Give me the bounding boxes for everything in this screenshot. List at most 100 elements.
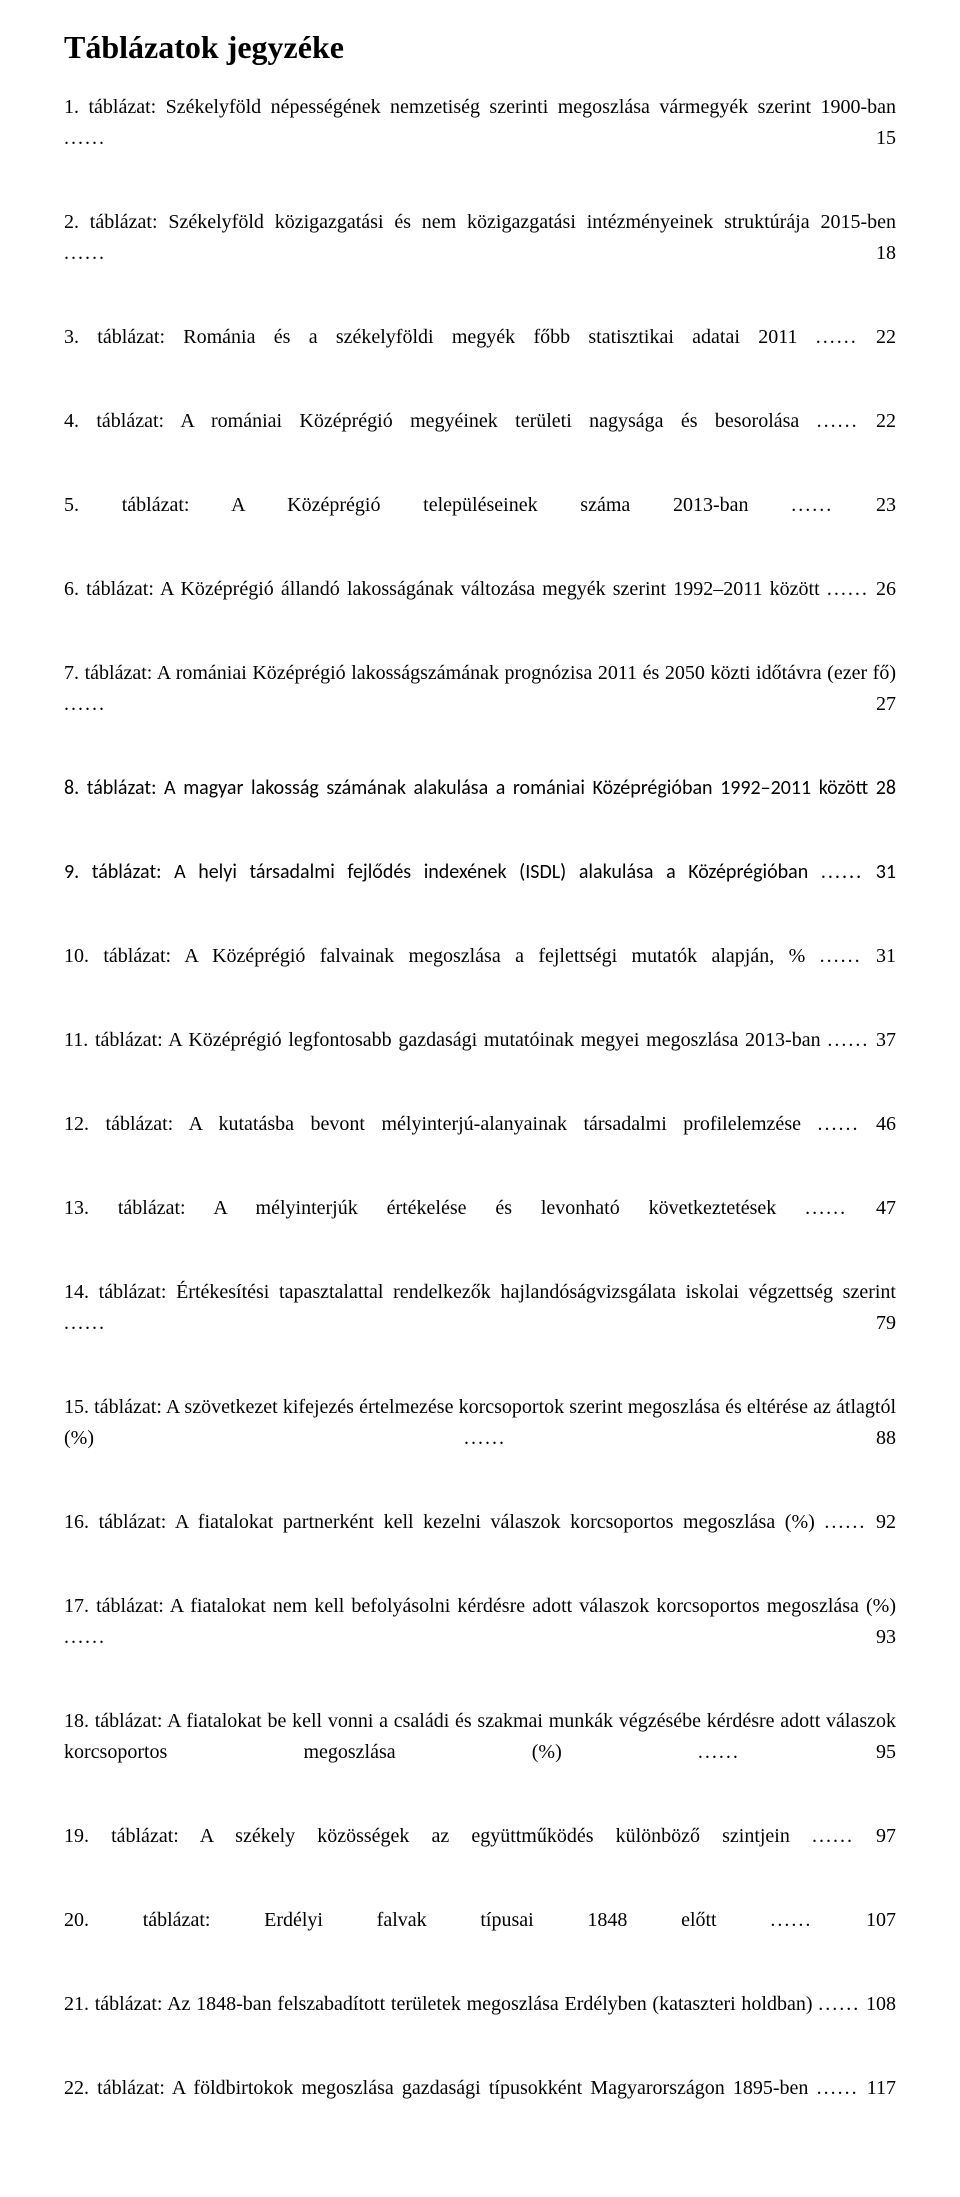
toc-entry-page: 27 <box>876 693 896 715</box>
toc-entry-page: 31 <box>876 860 896 884</box>
dot-leader: ...... <box>812 1825 854 1847</box>
toc-entry-page: 95 <box>876 1741 896 1763</box>
dot-leader: ...... <box>770 1909 812 1931</box>
toc-entry-page: 31 <box>876 945 896 967</box>
toc-entry: 9. táblázat: A helyi társadalmi fejlődés… <box>64 857 896 919</box>
toc-entry: 17. táblázat: A fiatalokat nem kell befo… <box>64 1591 896 1684</box>
toc-entry-label: 2. táblázat: Székelyföld közigazgatási é… <box>64 211 896 233</box>
toc-entry: 8. táblázat: A magyar lakosság számának … <box>64 773 896 835</box>
toc-entry-page: 28 <box>876 776 896 800</box>
toc-entry: 7. táblázat: A romániai Középrégió lakos… <box>64 658 896 751</box>
toc-entry-label: 5. táblázat: A Középrégió településeinek… <box>64 494 749 516</box>
toc-entry-page: 108 <box>866 1993 896 2015</box>
dot-leader: ...... <box>816 326 858 348</box>
toc-entry: 5. táblázat: A Középrégió településeinek… <box>64 490 896 552</box>
toc-entry-page: 88 <box>876 1427 896 1449</box>
toc-entry-label: 14. táblázat: Értékesítési tapasztalatta… <box>64 1281 896 1303</box>
dot-leader: ...... <box>817 2077 859 2099</box>
toc-entry-label: 16. táblázat: A fiatalokat partnerként k… <box>64 1511 815 1533</box>
toc-leader: ...... 22 <box>816 326 896 348</box>
toc-leader: ...... 95 <box>698 1741 896 1763</box>
toc-entry-label: 1. táblázat: Székelyföld népességének ne… <box>64 96 896 118</box>
toc-leader: ...... 88 <box>464 1427 896 1449</box>
dot-leader: ...... <box>64 127 106 149</box>
toc-entry: 15. táblázat: A szövetkezet kifejezés ér… <box>64 1392 896 1485</box>
toc-entry-label: 10. táblázat: A Középrégió falvainak meg… <box>64 945 805 967</box>
dot-leader: ...... <box>827 1029 869 1051</box>
toc-entry: 21. táblázat: Az 1848-ban felszabadított… <box>64 1989 896 2051</box>
dot-leader: ...... <box>820 945 862 967</box>
toc-entry-label: 13. táblázat: A mélyinterjúk értékelése … <box>64 1197 776 1219</box>
toc-entry: 22. táblázat: A földbirtokok megoszlása … <box>64 2073 896 2135</box>
toc-leader: ...... 97 <box>812 1825 896 1847</box>
toc-entry: 13. táblázat: A mélyinterjúk értékelése … <box>64 1193 896 1255</box>
toc-leader: ...... 37 <box>827 1029 896 1051</box>
toc-entry: 11. táblázat: A Középrégió legfontosabb … <box>64 1025 896 1087</box>
dot-leader: ...... <box>818 1113 860 1135</box>
toc-entry-page: 26 <box>876 578 896 600</box>
toc-entry-page: 97 <box>876 1825 896 1847</box>
toc-leader: ...... 46 <box>818 1113 897 1135</box>
toc-entry: 14. táblázat: Értékesítési tapasztalatta… <box>64 1277 896 1370</box>
toc-entry-label: 4. táblázat: A romániai Középrégió megyé… <box>64 410 799 432</box>
toc-entry: 20. táblázat: Erdélyi falvak típusai 184… <box>64 1905 896 1967</box>
toc-leader: ...... 117 <box>817 2077 896 2099</box>
toc-entry-label: 6. táblázat: A Középrégió állandó lakoss… <box>64 578 820 600</box>
toc-entry-page: 93 <box>876 1626 896 1648</box>
dot-leader: ...... <box>824 1511 866 1533</box>
toc-entry: 19. táblázat: A székely közösségek az eg… <box>64 1821 896 1883</box>
dot-leader: ...... <box>64 1312 106 1334</box>
toc-leader: ...... 92 <box>824 1511 896 1533</box>
toc-entry: 6. táblázat: A Középrégió állandó lakoss… <box>64 574 896 636</box>
toc-entry: 4. táblázat: A romániai Középrégió megyé… <box>64 406 896 468</box>
dot-leader: ...... <box>64 242 106 264</box>
toc-entry-label: 19. táblázat: A székely közösségek az eg… <box>64 1825 790 1847</box>
toc-entry-page: 92 <box>876 1511 896 1533</box>
dot-leader: ...... <box>64 1626 106 1648</box>
toc-entry-page: 22 <box>876 326 896 348</box>
toc-entry: 1. táblázat: Székelyföld népességének ne… <box>64 92 896 185</box>
dot-leader: ...... <box>791 494 833 516</box>
toc-leader: ...... 93 <box>64 1626 896 1648</box>
dot-leader: ...... <box>818 1993 860 2015</box>
toc-leader: ...... 15 <box>64 127 896 149</box>
toc-leader: ...... 27 <box>64 693 896 715</box>
toc-entry-page: 117 <box>867 2077 896 2099</box>
dot-leader: ...... <box>805 1197 847 1219</box>
toc-leader: ...... 79 <box>64 1312 896 1334</box>
toc-leader: ...... 31 <box>820 945 896 967</box>
dot-leader: ...... <box>827 578 869 600</box>
toc-entry-page: 37 <box>876 1029 896 1051</box>
dot-leader: ...... <box>64 693 106 715</box>
toc-leader: ...... 108 <box>818 1993 896 2015</box>
page-title: Táblázatok jegyzéke <box>64 28 896 66</box>
toc-leader: ...... 26 <box>827 578 896 600</box>
dot-leader: ...... <box>464 1427 506 1449</box>
toc-entry: 2. táblázat: Székelyföld közigazgatási é… <box>64 207 896 300</box>
toc-leader: ...... 23 <box>791 494 896 516</box>
toc-entry-label: 3. táblázat: Románia és a székelyföldi m… <box>64 326 797 348</box>
toc-leader: ...... 22 <box>817 410 896 432</box>
toc-entry: 18. táblázat: A fiatalokat be kell vonni… <box>64 1706 896 1799</box>
toc-entry-label: 21. táblázat: Az 1848-ban felszabadított… <box>64 1993 813 2015</box>
toc-entry-label: 8. táblázat: A magyar lakosság számának … <box>64 776 868 800</box>
toc-entry-label: 20. táblázat: Erdélyi falvak típusai 184… <box>64 1909 717 1931</box>
toc-entry: 16. táblázat: A fiatalokat partnerként k… <box>64 1507 896 1569</box>
toc-entry-page: 46 <box>876 1113 896 1135</box>
dot-leader: ...... <box>821 860 863 884</box>
toc-entry: 3. táblázat: Románia és a székelyföldi m… <box>64 322 896 384</box>
table-of-tables: 1. táblázat: Székelyföld népességének ne… <box>64 92 896 2135</box>
toc-leader: ...... 107 <box>770 1909 896 1931</box>
toc-entry-label: 12. táblázat: A kutatásba bevont mélyint… <box>64 1113 801 1135</box>
toc-entry-page: 23 <box>876 494 896 516</box>
toc-entry-page: 22 <box>876 410 896 432</box>
toc-entry-label: 17. táblázat: A fiatalokat nem kell befo… <box>64 1595 896 1617</box>
dot-leader: ...... <box>817 410 859 432</box>
toc-entry: 12. táblázat: A kutatásba bevont mélyint… <box>64 1109 896 1171</box>
toc-entry-label: 22. táblázat: A földbirtokok megoszlása … <box>64 2077 808 2099</box>
toc-entry-label: 9. táblázat: A helyi társadalmi fejlődés… <box>64 860 808 884</box>
toc-leader: ...... 18 <box>64 242 896 264</box>
toc-entry: 10. táblázat: A Középrégió falvainak meg… <box>64 941 896 1003</box>
toc-entry-page: 15 <box>876 127 896 149</box>
toc-entry-page: 47 <box>876 1197 896 1219</box>
